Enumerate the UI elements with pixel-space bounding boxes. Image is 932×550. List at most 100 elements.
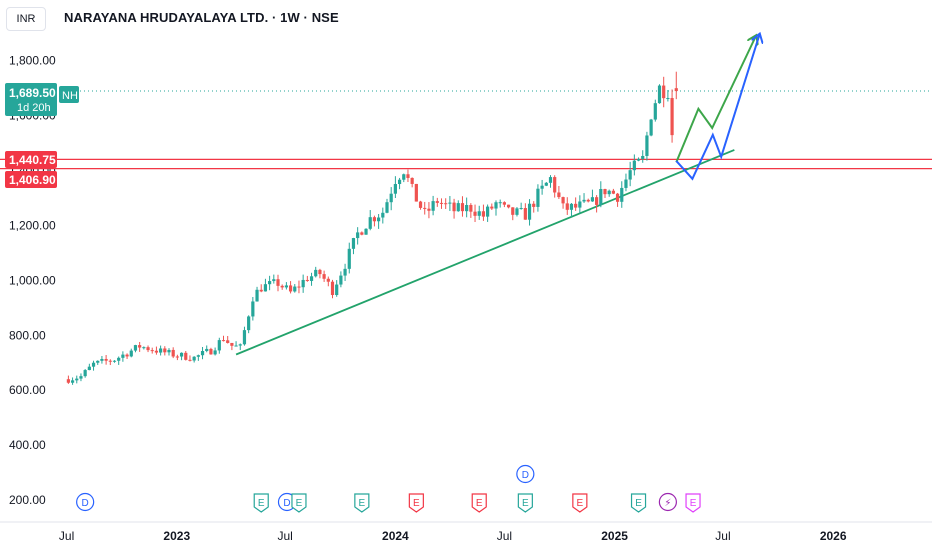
- symbol-title[interactable]: NARAYANA HRUDAYALAYA LTD. · 1W · NSE: [64, 10, 339, 25]
- candle-body: [138, 345, 142, 348]
- candle-body: [91, 362, 96, 367]
- candle-body: [347, 248, 351, 269]
- y-tick-label: 1,200.00: [9, 218, 56, 232]
- candle-body: [456, 203, 460, 212]
- x-axis: Jul 2023 Jul 2024 Jul 2025 Jul 2026: [59, 529, 847, 543]
- x-tick-label: 2025: [601, 529, 628, 543]
- earnings-marker: [291, 493, 307, 513]
- candle-body: [423, 207, 427, 209]
- candle-body: [372, 217, 377, 222]
- candle-body: [527, 203, 532, 220]
- candle-body: [209, 348, 213, 355]
- candle-body: [607, 190, 611, 195]
- candle-body: [536, 188, 540, 207]
- candle-body: [100, 358, 104, 361]
- candle-body: [75, 378, 79, 381]
- candle-body: [360, 232, 364, 235]
- candle-body: [544, 182, 548, 186]
- candle-body: [343, 268, 347, 276]
- earnings-marker: [253, 493, 269, 513]
- candle-body: [112, 360, 117, 362]
- candle-body: [389, 193, 393, 203]
- candle-body: [595, 197, 599, 205]
- candle-body: [502, 202, 506, 205]
- candle-body: [242, 330, 247, 345]
- candle-body: [66, 379, 70, 383]
- support-trendline: [235, 149, 735, 356]
- candle-body: [263, 284, 268, 292]
- x-tick-label: Jul: [715, 529, 730, 543]
- dividend-marker: [516, 464, 535, 484]
- currency-selector[interactable]: INR: [6, 7, 46, 31]
- candle-body: [590, 197, 595, 202]
- candle-body: [611, 190, 615, 194]
- event-marker-label: E: [413, 498, 420, 509]
- event-marker-label: E: [476, 498, 483, 509]
- candle-body: [87, 366, 91, 371]
- event-marker-label: ⚡: [664, 498, 671, 509]
- candle-body: [117, 357, 121, 361]
- candle-body: [599, 189, 603, 205]
- x-tick-label: 2024: [382, 529, 409, 543]
- candle-body: [121, 354, 125, 358]
- x-tick-label: Jul: [59, 529, 74, 543]
- candle-body: [540, 185, 544, 189]
- candle-body: [523, 208, 527, 220]
- candle-body: [377, 217, 381, 222]
- candle-body: [431, 201, 435, 211]
- projection-path-blue: [675, 35, 759, 181]
- candle-body: [268, 281, 272, 285]
- split-marker: [658, 492, 677, 512]
- dividend-marker: [76, 492, 95, 512]
- earnings-marker: [408, 493, 424, 513]
- candle-body: [452, 202, 456, 212]
- event-marker-label: E: [258, 498, 265, 509]
- candle-body: [628, 170, 632, 180]
- candle-body: [171, 349, 175, 357]
- candle-body: [205, 348, 209, 352]
- event-markers: D E D E E E E EDE E ⚡ E: [76, 464, 701, 513]
- candle-body: [511, 207, 515, 215]
- candle-body: [368, 217, 372, 229]
- candle-body: [351, 238, 356, 249]
- candle-body: [486, 206, 490, 217]
- candle-body: [653, 103, 657, 120]
- candle-body: [548, 177, 553, 183]
- candle-body: [234, 345, 238, 347]
- candle-body: [104, 358, 108, 361]
- candle-body: [305, 279, 309, 281]
- earnings-marker: [517, 493, 533, 513]
- event-marker-label: D: [522, 470, 529, 481]
- candle-body: [213, 350, 217, 355]
- candle-body: [259, 289, 263, 292]
- candle-body: [301, 279, 305, 288]
- candle-body: [657, 85, 662, 104]
- candle-body: [666, 98, 670, 100]
- candle-body: [565, 203, 569, 210]
- nh-label: NH: [62, 90, 78, 102]
- candle-body: [515, 208, 519, 215]
- candle-body: [284, 285, 288, 288]
- candle-body: [410, 177, 414, 184]
- x-tick-label: Jul: [278, 529, 293, 543]
- event-marker-label: E: [635, 498, 642, 509]
- candle-body: [460, 203, 465, 212]
- candlesticks: [66, 71, 678, 385]
- candle-body: [196, 355, 200, 357]
- y-tick-label: 800.00: [9, 328, 46, 342]
- candle-body: [150, 350, 154, 352]
- candle-body: [582, 199, 586, 202]
- candle-body: [490, 206, 494, 209]
- resistance-lower-label: 1,406.90: [9, 173, 56, 187]
- candle-body: [448, 202, 452, 204]
- candle-body: [184, 352, 188, 360]
- candle-body: [322, 274, 326, 279]
- chart-header: INR NARAYANA HRUDAYALAYA LTD. · 1W · NSE: [0, 0, 932, 36]
- candle-body: [276, 279, 280, 286]
- candle-body: [632, 160, 636, 171]
- candle-body: [70, 380, 75, 383]
- event-marker-label: E: [359, 498, 366, 509]
- candle-body: [649, 119, 653, 136]
- candle-body: [414, 183, 418, 202]
